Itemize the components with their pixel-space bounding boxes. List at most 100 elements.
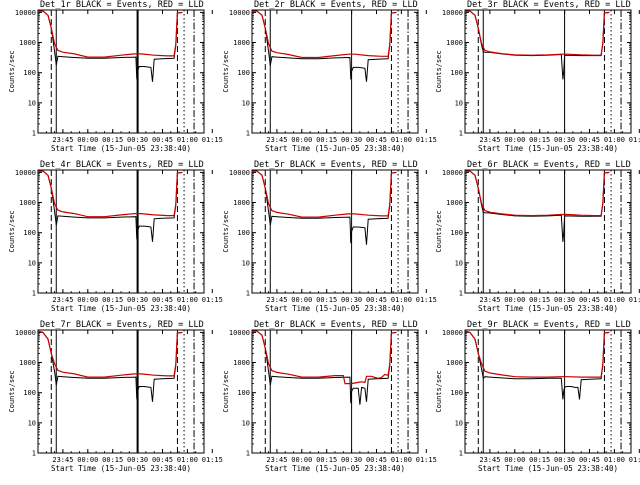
y-tick-label: 10: [455, 419, 463, 427]
x-tick-label: 00:00: [291, 456, 312, 464]
subplot-det-3: Det_3r BLACK = Events, RED = LLD 1 10 100 10…: [435, 0, 640, 153]
y-tick-label: 10000: [442, 329, 463, 337]
lld-series-line: [38, 330, 183, 378]
x-tick-label: 00:45: [579, 456, 600, 464]
plot-frame: [464, 169, 632, 294]
x-axis-label: Start Time (15-Jun-05 23:38:40): [51, 144, 191, 153]
lld-series-line: [465, 170, 610, 217]
x-axis-label: Start Time (15-Jun-05 23:38:40): [51, 304, 191, 313]
x-tick-label: 01:00: [391, 296, 412, 304]
x-tick-label: 00:15: [102, 136, 123, 144]
y-tick-label: 1000: [446, 359, 463, 367]
x-tick-label: 00:00: [77, 296, 98, 304]
lld-series-line: [252, 10, 397, 59]
x-tick-label: 00:30: [554, 136, 575, 144]
x-axis-label: Start Time (15-Jun-05 23:38:40): [478, 464, 618, 473]
x-tick-label: 00:00: [77, 136, 98, 144]
y-tick-label: 100: [23, 69, 36, 77]
x-tick-label: 00:45: [366, 456, 387, 464]
x-tick-label: 01:00: [177, 136, 198, 144]
y-tick-label: 10000: [15, 329, 36, 337]
x-tick-label: 23:45: [52, 296, 73, 304]
y-tick-label: 1: [246, 450, 250, 458]
plot-title: Det_7r BLACK = Events, RED = LLD: [40, 320, 204, 330]
x-tick-label: 01:15: [416, 296, 437, 304]
events-series-line: [465, 10, 610, 80]
plot-title: Det_8r BLACK = Events, RED = LLD: [254, 320, 418, 330]
lld-series-line: [252, 330, 397, 385]
x-axis-label: Start Time (15-Jun-05 23:38:40): [478, 144, 618, 153]
y-tick-label: 1: [246, 290, 250, 298]
y-tick-label: 100: [450, 389, 463, 397]
y-tick-label: 1000: [233, 199, 250, 207]
x-tick-label: 00:30: [127, 296, 148, 304]
y-tick-label: 1000: [19, 39, 36, 47]
subplot-det-4: Det_4r BLACK = Events, RED = LLD 1 10 100 10…: [8, 160, 223, 313]
x-tick-label: 01:00: [604, 136, 625, 144]
y-tick-label: 10000: [442, 9, 463, 17]
x-tick-label: 00:30: [554, 296, 575, 304]
y-tick-label: 10: [455, 99, 463, 107]
y-tick-label: 1: [246, 130, 250, 138]
plot-frame: [251, 9, 419, 134]
x-tick-label: 23:45: [479, 296, 500, 304]
y-axis-label: Counts/sec: [435, 370, 443, 412]
y-tick-label: 1: [459, 450, 463, 458]
x-tick-label: 01:15: [202, 296, 223, 304]
x-tick-label: 00:00: [291, 296, 312, 304]
y-tick-label: 1: [32, 290, 36, 298]
x-tick-label: 01:15: [629, 456, 640, 464]
x-tick-label: 00:45: [152, 456, 173, 464]
y-tick-label: 1: [459, 130, 463, 138]
plot-frame: [251, 169, 419, 294]
x-tick-label: 23:45: [479, 136, 500, 144]
x-tick-label: 23:45: [266, 296, 287, 304]
y-tick-label: 100: [237, 69, 250, 77]
events-series-line: [252, 10, 397, 82]
x-axis-label: Start Time (15-Jun-05 23:38:40): [265, 304, 405, 313]
events-series-line: [465, 330, 610, 400]
plot-frame: [37, 329, 205, 454]
lld-series-line: [465, 10, 610, 56]
plot-area: [38, 170, 195, 293]
x-tick-label: 00:30: [127, 136, 148, 144]
subplot-det-9: Det_9r BLACK = Events, RED = LLD 1 10 100 10…: [435, 320, 640, 473]
x-tick-label: 00:45: [579, 136, 600, 144]
y-tick-label: 100: [450, 69, 463, 77]
y-axis-label: Counts/sec: [435, 50, 443, 92]
y-axis-label: Counts/sec: [222, 370, 230, 412]
x-axis-label: Start Time (15-Jun-05 23:38:40): [478, 304, 618, 313]
subplot-det-6: Det_6r BLACK = Events, RED = LLD 1 10 100 10…: [435, 160, 640, 313]
y-tick-label: 10: [28, 259, 36, 267]
events-series-line: [38, 170, 183, 242]
x-tick-label: 01:00: [177, 296, 198, 304]
x-tick-label: 00:15: [529, 456, 550, 464]
x-axis-label: Start Time (15-Jun-05 23:38:40): [265, 144, 405, 153]
x-tick-label: 23:45: [266, 456, 287, 464]
plot-title: Det_9r BLACK = Events, RED = LLD: [467, 320, 631, 330]
x-tick-label: 00:00: [77, 456, 98, 464]
y-tick-label: 10: [28, 419, 36, 427]
lld-series-line: [38, 170, 183, 218]
plot-frame: [464, 9, 632, 134]
y-tick-label: 1000: [446, 199, 463, 207]
y-tick-label: 10000: [229, 9, 250, 17]
plot-area: [465, 330, 622, 453]
plot-title: Det_3r BLACK = Events, RED = LLD: [467, 0, 631, 10]
subplot-det-7: Det_7r BLACK = Events, RED = LLD 1 10 100 10…: [8, 320, 223, 473]
events-series-line: [252, 170, 397, 245]
subplot-det-5: Det_5r BLACK = Events, RED = LLD 1 10 100 10…: [222, 160, 437, 313]
plot-area: [252, 170, 409, 293]
x-tick-label: 00:45: [152, 296, 173, 304]
y-tick-label: 10000: [15, 9, 36, 17]
plot-area: [38, 10, 195, 133]
x-tick-label: 00:00: [504, 456, 525, 464]
x-tick-label: 01:15: [629, 136, 640, 144]
plot-frame: [37, 9, 205, 134]
lld-series-line: [38, 10, 183, 58]
x-axis-label: Start Time (15-Jun-05 23:38:40): [51, 464, 191, 473]
x-tick-label: 00:30: [341, 296, 362, 304]
events-series-line: [38, 10, 183, 82]
x-tick-label: 01:15: [416, 456, 437, 464]
